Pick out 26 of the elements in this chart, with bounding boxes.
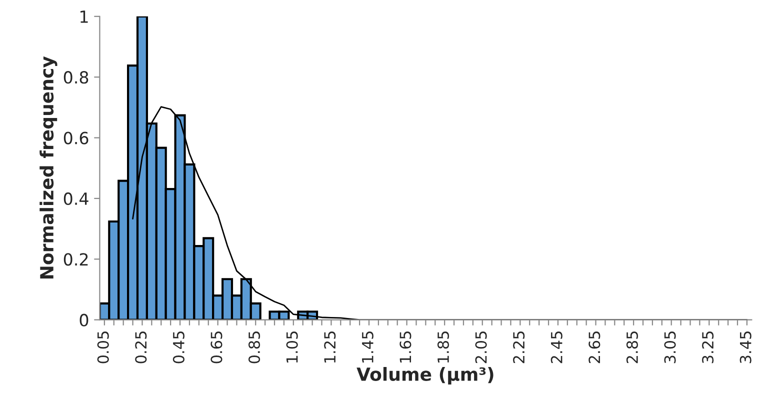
x-axis-title: Volume (µm³) <box>356 367 494 385</box>
x-tick-label: 0.25 <box>135 332 147 364</box>
x-tick-label: 1.45 <box>362 332 374 363</box>
x-tick-label: 1.85 <box>437 332 450 363</box>
x-tick-label: 2.25 <box>513 332 525 364</box>
y-tick-label: 1 <box>80 10 88 23</box>
x-tick-label: 2.85 <box>626 332 638 364</box>
y-tick-label: 0.2 <box>64 253 88 266</box>
x-tick-label: 0.05 <box>97 332 109 364</box>
y-tick-label: 0 <box>80 314 88 326</box>
x-tick-label: 0.65 <box>210 332 222 364</box>
x-tick-label: 1.25 <box>324 332 336 363</box>
y-axis-title: Normalized frequency <box>40 56 58 278</box>
x-tick-label: 0.85 <box>248 332 260 364</box>
x-tick-label: 3.45 <box>740 332 752 364</box>
x-tick-label: 1.65 <box>400 332 412 363</box>
x-tick-label: 0.45 <box>172 332 184 364</box>
y-tick-label: 0.6 <box>64 132 88 144</box>
x-tick-label: 2.45 <box>550 332 562 364</box>
x-tick-label: 1.05 <box>286 332 298 363</box>
y-tick-label: 0.4 <box>64 192 88 206</box>
y-tick-label: 0.8 <box>64 71 88 84</box>
x-tick-label: 2.05 <box>475 332 487 364</box>
x-tick-label: 2.65 <box>588 332 600 364</box>
x-tick-label: 3.05 <box>664 332 676 364</box>
x-tick-label: 3.25 <box>702 332 714 364</box>
